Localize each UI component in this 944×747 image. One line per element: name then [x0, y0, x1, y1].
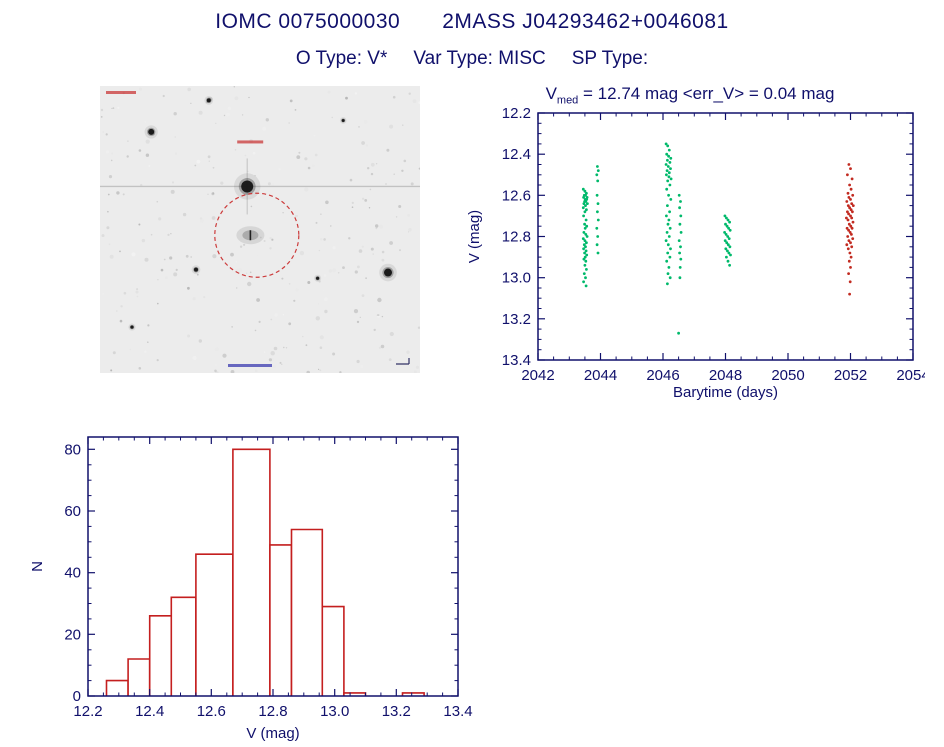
svg-text:13.4: 13.4	[502, 352, 531, 369]
svg-text:2042: 2042	[521, 367, 554, 384]
magnitude-histogram-plot: 12.2 12.4 12.6 12.8 13.0 13.2 13.4 0 20 40 60 80 N V …	[30, 436, 473, 742]
svg-text:13.0: 13.0	[502, 270, 531, 287]
svg-text:13.2: 13.2	[382, 703, 411, 720]
svg-text:2050: 2050	[771, 367, 804, 384]
lightcurve-plot: 2042 2044 2046 2048 2050 2052 2054 12.2 12.4 12.6…	[466, 105, 925, 401]
iomc-id: IOMC 0075000030	[215, 10, 401, 33]
finder-chart-image	[100, 86, 420, 373]
svg-text:V (mag): V (mag)	[466, 210, 483, 263]
sp-type: SP Type:	[571, 48, 649, 69]
svg-text:12.4: 12.4	[502, 146, 531, 163]
vmed-symbol: V	[545, 84, 557, 103]
svg-text:2044: 2044	[584, 367, 617, 384]
svg-text:V (mag): V (mag)	[246, 725, 299, 742]
svg-text:N: N	[30, 561, 46, 572]
svg-text:12.8: 12.8	[258, 703, 287, 720]
page-title: IOMC 0075000030 2MASS J04293462+0046081	[0, 10, 944, 34]
svg-text:20: 20	[64, 626, 81, 643]
var-type: Var Type: MISC	[413, 48, 546, 69]
object-type-line: O Type: V* Var Type: MISC SP Type:	[0, 48, 944, 70]
vmed-subscript: med	[556, 94, 579, 107]
vmed-value: = 12.74 mag <err_V> = 0.04 mag	[578, 84, 835, 103]
svg-text:80: 80	[64, 441, 81, 458]
svg-text:2048: 2048	[709, 367, 742, 384]
svg-text:60: 60	[64, 503, 81, 520]
svg-text:2054: 2054	[896, 367, 925, 384]
svg-text:13.4: 13.4	[443, 703, 472, 720]
svg-text:12.6: 12.6	[502, 187, 531, 204]
svg-text:13.0: 13.0	[320, 703, 349, 720]
o-type: O Type: V*	[295, 48, 388, 69]
svg-text:12.4: 12.4	[135, 703, 164, 720]
svg-text:13.2: 13.2	[502, 311, 531, 328]
svg-text:2052: 2052	[834, 367, 867, 384]
svg-text:Barytime (days): Barytime (days)	[673, 384, 778, 401]
svg-text:12.6: 12.6	[197, 703, 226, 720]
lightcurve-title: Vmed = 12.74 mag <err_V> = 0.04 mag	[455, 84, 925, 106]
svg-text:12.8: 12.8	[502, 229, 531, 246]
svg-text:40: 40	[64, 565, 81, 582]
svg-text:2046: 2046	[646, 367, 679, 384]
svg-text:12.2: 12.2	[73, 703, 102, 720]
svg-text:12.2: 12.2	[502, 105, 531, 122]
cross-id: 2MASS J04293462+0046081	[442, 10, 729, 33]
svg-text:0: 0	[73, 688, 81, 705]
